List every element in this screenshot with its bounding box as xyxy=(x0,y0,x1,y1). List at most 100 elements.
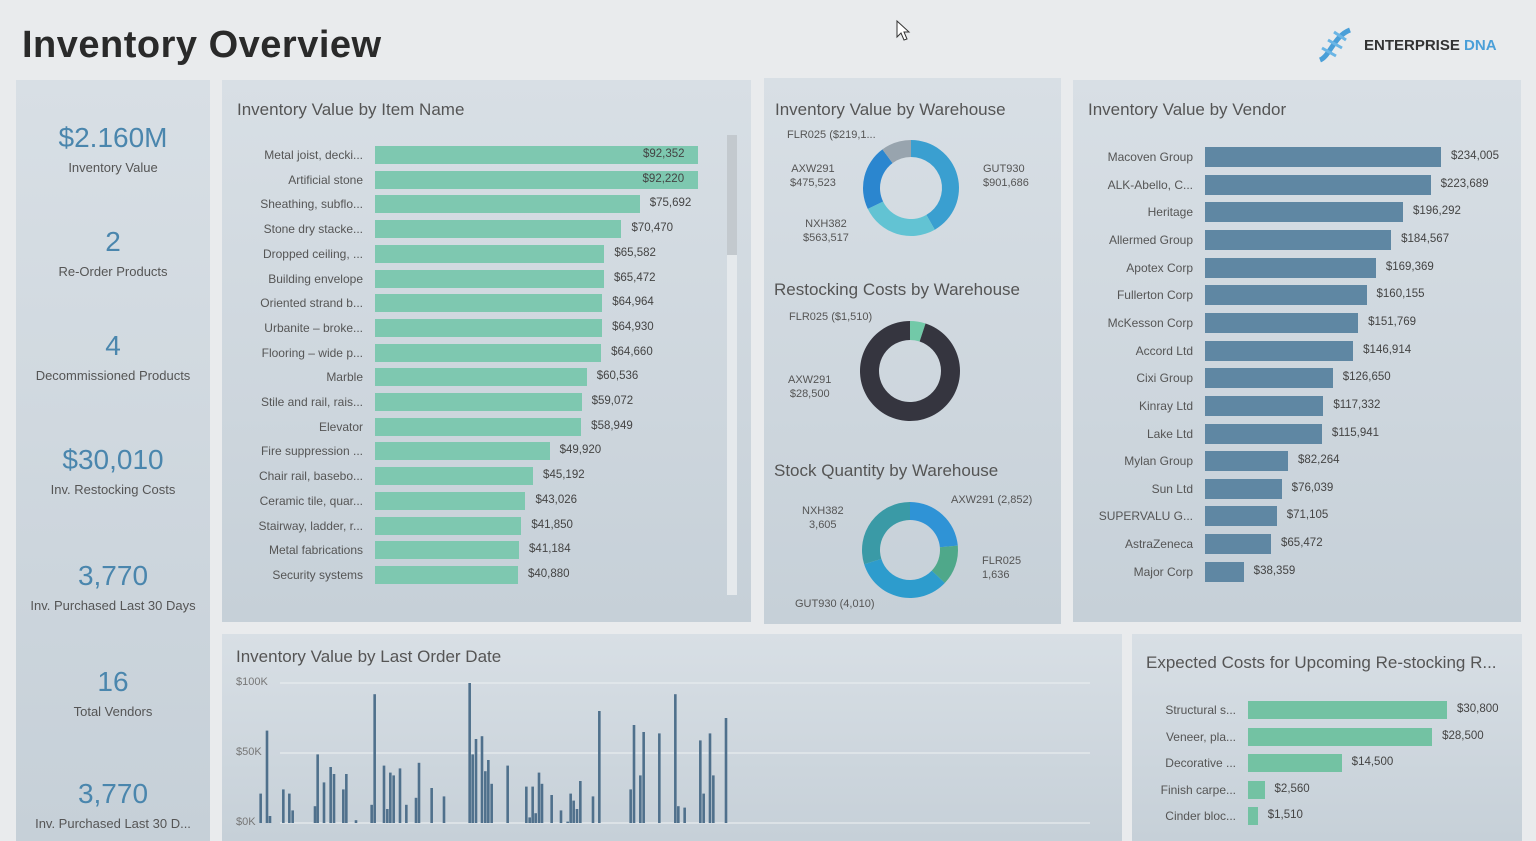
date-bar[interactable] xyxy=(540,783,544,823)
date-bar[interactable] xyxy=(398,768,402,823)
date-bar[interactable] xyxy=(490,783,493,823)
donut-label-line: NXH382 xyxy=(805,218,847,230)
bar xyxy=(1248,701,1447,719)
donut-label-line: $28,500 xyxy=(789,388,830,400)
date-bar[interactable] xyxy=(430,788,433,823)
bar-value-label: $30,800 xyxy=(1457,703,1499,715)
bar-label: Fire suppression ... xyxy=(260,444,363,459)
date-bar[interactable] xyxy=(268,816,272,823)
date-bar[interactable] xyxy=(569,793,572,823)
date-bar[interactable] xyxy=(658,733,661,823)
date-bar[interactable] xyxy=(322,782,326,823)
date-bar[interactable] xyxy=(629,789,632,823)
bar-value-label: $160,155 xyxy=(1376,288,1425,301)
date-bar[interactable] xyxy=(642,732,645,823)
date-bar[interactable] xyxy=(708,733,712,823)
date-bar[interactable] xyxy=(506,765,509,823)
bar-value-label: $40,880 xyxy=(527,567,570,580)
date-bar[interactable] xyxy=(487,760,490,823)
bar xyxy=(375,294,603,313)
donut-label-line: $475,523 xyxy=(790,177,836,189)
date-bar[interactable] xyxy=(639,775,642,823)
date-bar[interactable] xyxy=(329,767,332,823)
bar xyxy=(1205,423,1322,444)
date-bar[interactable] xyxy=(405,804,408,823)
date-bar[interactable] xyxy=(534,813,537,823)
bar-value-label: $65,472 xyxy=(613,271,656,284)
date-bar[interactable] xyxy=(677,806,680,823)
date-bar[interactable] xyxy=(598,711,601,823)
date-bar[interactable] xyxy=(316,754,319,823)
date-bar[interactable] xyxy=(575,809,579,823)
bar xyxy=(1248,727,1433,746)
bar-value-label: $14,500 xyxy=(1351,756,1394,768)
bar-value-label: $41,850 xyxy=(531,518,573,531)
date-bar[interactable] xyxy=(386,809,389,823)
date-bar[interactable] xyxy=(471,754,474,823)
date-bar[interactable] xyxy=(313,806,317,823)
date-bar[interactable] xyxy=(674,694,677,823)
donut-label-line: AXW291 (2,852) xyxy=(951,494,1033,506)
date-bar[interactable] xyxy=(566,821,569,823)
date-bar[interactable] xyxy=(537,772,541,823)
kpi-label: Inventory Value xyxy=(68,160,158,175)
date-bar[interactable] xyxy=(550,795,553,823)
date-bar[interactable] xyxy=(265,730,269,823)
date-bar[interactable] xyxy=(528,817,531,823)
date-bar[interactable] xyxy=(702,793,705,823)
date-bar[interactable] xyxy=(480,736,484,823)
mouse-cursor-icon xyxy=(896,19,911,41)
date-bar[interactable] xyxy=(354,820,358,823)
date-bar[interactable] xyxy=(259,793,262,823)
bar xyxy=(1248,807,1258,825)
date-bar[interactable] xyxy=(345,774,348,823)
date-bar[interactable] xyxy=(389,772,392,823)
date-bar[interactable] xyxy=(392,775,395,823)
bar-label: Fullerton Corp xyxy=(1116,288,1193,303)
date-bar[interactable] xyxy=(699,740,702,823)
bar xyxy=(375,195,640,214)
date-bar[interactable] xyxy=(414,797,418,823)
bar-label: Major Corp xyxy=(1133,564,1193,579)
bar-value-label: $76,039 xyxy=(1291,481,1334,494)
date-bar[interactable] xyxy=(484,771,487,823)
bar xyxy=(1205,312,1359,333)
expected-chart-title: Expected Costs for Upcoming Re-stocking … xyxy=(1146,653,1497,672)
donut-label: AXW291 (2,852) xyxy=(951,493,1032,507)
date-bar[interactable] xyxy=(288,793,291,823)
bar xyxy=(1205,451,1288,472)
bar-value-label: $64,930 xyxy=(612,320,654,333)
bar-label: Security systems xyxy=(272,567,363,582)
scrollbar-track[interactable] xyxy=(727,135,737,595)
date-bar[interactable] xyxy=(468,683,471,823)
bar-value-label: $64,660 xyxy=(611,345,653,358)
date-bar[interactable] xyxy=(332,774,336,823)
bar-value-label: $115,941 xyxy=(1331,426,1380,439)
date-bar[interactable] xyxy=(572,800,575,823)
date-bar[interactable] xyxy=(683,807,686,823)
date-bar[interactable] xyxy=(282,789,285,823)
date-bar[interactable] xyxy=(591,796,595,823)
bar xyxy=(375,318,603,337)
donut-label-line: 1,636 xyxy=(982,569,1010,581)
date-bar[interactable] xyxy=(724,718,728,823)
date-bar[interactable] xyxy=(342,789,345,823)
date-bar[interactable] xyxy=(382,765,386,823)
date-bar[interactable] xyxy=(370,804,373,823)
date-bar[interactable] xyxy=(559,810,563,823)
date-bar[interactable] xyxy=(525,786,528,823)
date-bar[interactable] xyxy=(579,781,582,823)
bar-label: McKesson Corp xyxy=(1107,315,1193,330)
date-bar[interactable] xyxy=(632,725,636,823)
date-bar[interactable] xyxy=(291,810,294,823)
date-bar[interactable] xyxy=(373,694,376,823)
date-bar[interactable] xyxy=(474,739,478,823)
date-bar[interactable] xyxy=(712,775,715,823)
bar xyxy=(1205,368,1333,389)
date-bar[interactable] xyxy=(417,762,421,823)
kpi-label: Inv. Restocking Costs xyxy=(50,482,176,497)
scrollbar-thumb[interactable] xyxy=(727,135,737,255)
bar xyxy=(375,442,550,461)
date-bar[interactable] xyxy=(531,786,534,823)
date-bar[interactable] xyxy=(442,796,446,823)
